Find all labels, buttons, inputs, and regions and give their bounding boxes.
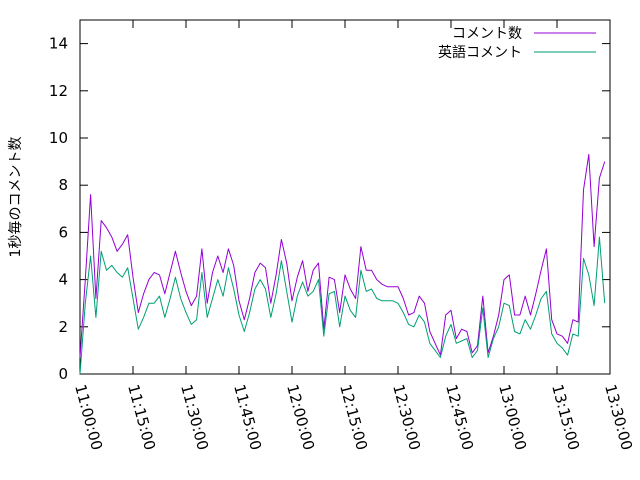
- legend-label-2: 英語コメント: [438, 44, 522, 61]
- y-tick-label: 12: [49, 82, 68, 100]
- x-tick-label: 11:30:00: [177, 382, 212, 452]
- x-tick-label: 12:00:00: [283, 382, 318, 452]
- y-tick-label: 0: [58, 365, 68, 383]
- x-tick-label: 12:30:00: [389, 382, 424, 452]
- x-tick-label: 13:30:00: [601, 382, 636, 452]
- y-tick-label: 6: [58, 223, 68, 241]
- x-tick-label: 12:45:00: [442, 382, 477, 452]
- series-group: [79, 154, 606, 375]
- y-tick-label: 10: [49, 129, 68, 147]
- y-tick-label: 4: [58, 271, 68, 289]
- plot-frame: [79, 19, 611, 375]
- x-tick-label: 11:45:00: [230, 382, 265, 452]
- y-tick-label: 8: [58, 176, 68, 194]
- x-tick-label: 11:15:00: [124, 382, 159, 452]
- y-axis-title: 1秒毎のコメント数: [8, 137, 24, 258]
- x-tick-label: 11:00:00: [71, 382, 106, 452]
- y-tick-label: 14: [49, 35, 68, 53]
- y-axis: 0 2 4 6 8 10 12 14: [49, 35, 610, 383]
- series-line-2: [79, 236, 606, 375]
- x-tick-label: 13:00:00: [495, 382, 530, 452]
- series-line-1: [79, 154, 606, 358]
- x-tick-label: 12:15:00: [336, 382, 371, 452]
- x-axis: 11:00:00 11:15:00 11:30:00 11:45:00 12:00:00…: [71, 20, 636, 452]
- legend-label-1: コメント数: [452, 26, 522, 42]
- y-tick-label: 2: [58, 318, 68, 336]
- x-tick-label: 13:15:00: [548, 382, 583, 452]
